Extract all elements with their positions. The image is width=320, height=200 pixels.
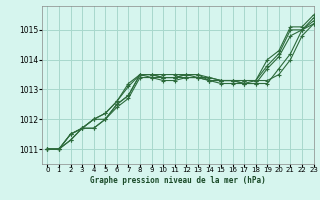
- X-axis label: Graphe pression niveau de la mer (hPa): Graphe pression niveau de la mer (hPa): [90, 176, 266, 185]
